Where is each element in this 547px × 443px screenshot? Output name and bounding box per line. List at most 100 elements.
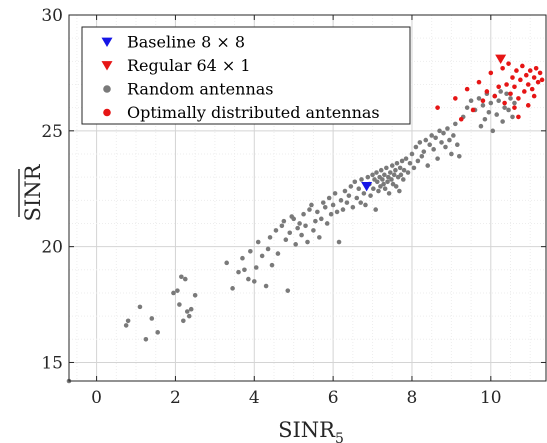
data-point	[192, 292, 198, 298]
data-point	[354, 195, 360, 201]
data-point	[374, 179, 380, 185]
data-point	[301, 211, 306, 217]
data-point	[537, 70, 543, 76]
data-point	[305, 239, 310, 245]
data-point	[352, 179, 358, 185]
data-point	[291, 216, 297, 222]
data-point	[175, 288, 180, 293]
data-point	[338, 198, 344, 203]
data-point	[378, 167, 384, 173]
data-point	[455, 142, 460, 148]
data-point	[385, 179, 390, 185]
data-point	[429, 133, 434, 138]
data-point	[502, 100, 507, 106]
data-point	[293, 242, 298, 247]
data-point	[486, 109, 492, 115]
data-point	[427, 142, 433, 148]
data-point	[504, 82, 509, 87]
legend-entry: Baseline 8 × 8	[127, 33, 245, 52]
data-point	[437, 128, 442, 134]
data-point	[413, 144, 419, 150]
data-point	[248, 248, 253, 254]
data-point	[476, 96, 482, 101]
data-point	[332, 191, 338, 196]
data-point	[407, 160, 413, 166]
data-point	[391, 172, 397, 178]
data-point	[320, 200, 326, 205]
legend-marker	[101, 61, 113, 71]
data-point	[365, 174, 371, 180]
y-tick-label: 30	[41, 6, 63, 26]
data-point	[510, 114, 515, 120]
data-point	[417, 140, 423, 145]
data-point	[531, 93, 537, 99]
data-point	[251, 279, 257, 284]
data-point	[516, 114, 521, 120]
data-point	[516, 96, 521, 101]
data-point	[330, 202, 336, 208]
y-axis-label: SINR	[18, 163, 45, 221]
data-point	[512, 100, 517, 106]
data-point	[529, 86, 535, 92]
data-point	[506, 61, 511, 66]
plot-frame	[68, 14, 547, 382]
data-point	[447, 137, 452, 143]
data-point	[431, 147, 436, 152]
data-point	[415, 158, 421, 164]
data-point	[380, 177, 385, 182]
data-point	[143, 337, 149, 342]
data-point	[344, 200, 350, 205]
data-point	[224, 260, 229, 266]
data-point	[464, 105, 470, 110]
data-point	[328, 211, 334, 217]
data-point	[401, 167, 407, 173]
data-point	[267, 235, 273, 240]
data-point	[386, 191, 392, 196]
data-point	[384, 165, 389, 171]
data-point	[242, 267, 247, 273]
data-point	[500, 119, 505, 124]
data-point	[496, 98, 501, 104]
data-point	[281, 218, 287, 224]
data-point	[409, 151, 415, 157]
data-point	[387, 170, 393, 175]
data-point	[295, 225, 300, 231]
data-point	[453, 96, 458, 101]
data-point	[378, 184, 383, 189]
x-tick-label: 10	[480, 388, 502, 408]
data-point	[490, 128, 496, 134]
x-tick-label: 4	[249, 388, 260, 408]
data-point	[318, 216, 324, 222]
data-point	[435, 156, 440, 161]
data-point	[381, 181, 386, 187]
axis-ticks: 0 2 4 6 8 10 15 20 25 30	[41, 6, 546, 408]
data-point	[403, 156, 409, 161]
x-axis-label-subscript: 5	[335, 431, 344, 443]
data-point	[246, 276, 251, 282]
data-point	[389, 163, 395, 168]
data-point	[279, 223, 285, 229]
data-point	[389, 177, 394, 182]
data-point	[393, 167, 398, 173]
x-tick-label: 2	[170, 388, 181, 408]
data-point	[348, 184, 354, 189]
data-point	[484, 89, 490, 94]
data-point	[299, 232, 304, 238]
data-point	[149, 316, 155, 321]
data-point	[393, 184, 399, 189]
data-point	[340, 207, 346, 212]
data-point	[411, 165, 417, 171]
data-point	[382, 172, 387, 178]
data-point	[504, 91, 509, 97]
data-point	[307, 207, 312, 212]
data-point	[512, 105, 517, 110]
data-point	[468, 98, 474, 104]
data-point	[441, 130, 446, 136]
data-point	[177, 302, 182, 307]
data-point-triangle	[361, 182, 373, 192]
data-point	[171, 290, 176, 296]
data-point	[368, 193, 373, 198]
data-point	[324, 221, 330, 226]
data-point-triangle	[495, 54, 507, 64]
